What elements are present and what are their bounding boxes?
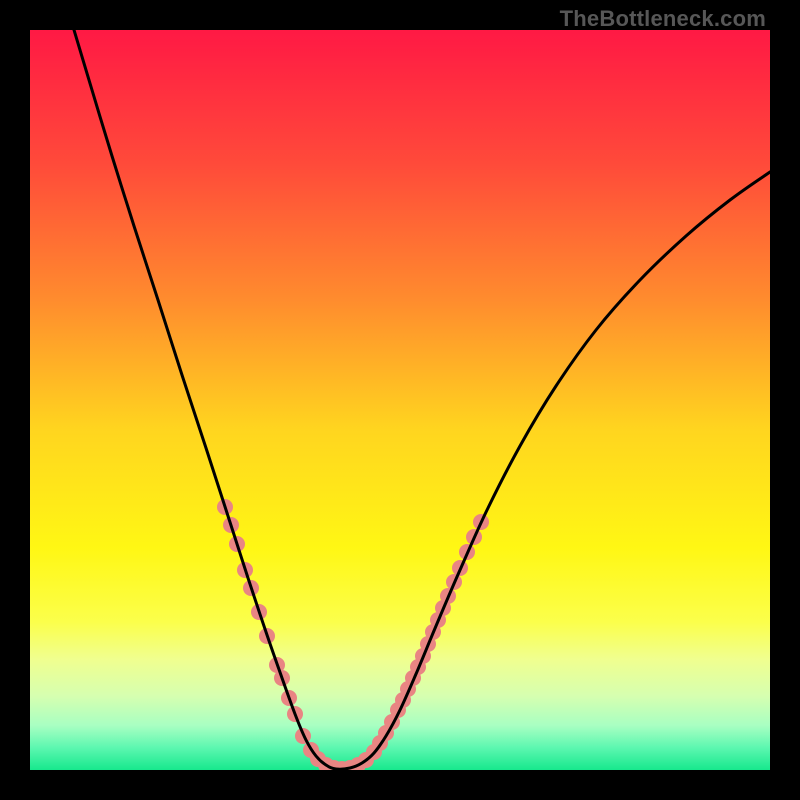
watermark-text: TheBottleneck.com [560,6,766,32]
chart-frame: TheBottleneck.com [0,0,800,800]
gradient-background [30,30,770,770]
plot-area [30,30,770,770]
bottleneck-curve-chart [30,30,770,770]
